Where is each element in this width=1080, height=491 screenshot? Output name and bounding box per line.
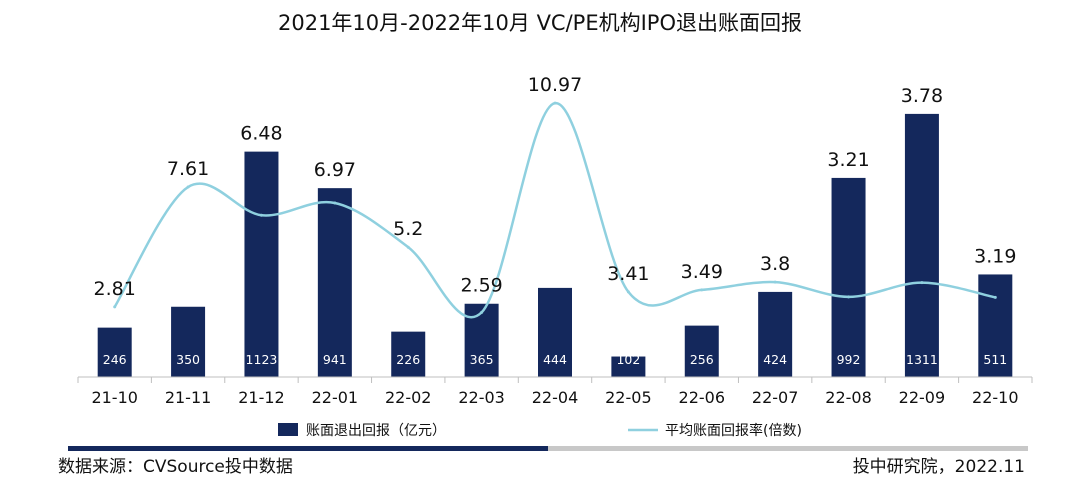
- footer-rule-light: [548, 446, 1028, 451]
- legend-bar-swatch: [278, 423, 298, 436]
- x-tick-22-04: 22-04: [532, 388, 579, 407]
- ratio-point-22-02: [406, 245, 410, 249]
- bar-value-22-05: 102: [616, 352, 640, 367]
- bar-21-11: [171, 306, 206, 377]
- bar-value-22-10: 511: [983, 352, 1007, 367]
- bar-value-22-02: 226: [396, 352, 420, 367]
- ratio-label-21-12: 6.48: [240, 123, 282, 145]
- bar-22-09: [904, 113, 939, 377]
- bar-21-12: [244, 151, 279, 377]
- x-tick-22-08: 22-08: [825, 388, 872, 407]
- ratio-point-22-03: [480, 310, 484, 314]
- x-axis-ticks: 21-10 21-11 21-12 22-01 22-02 22-03 22-04 22-05…: [77, 377, 1033, 407]
- bar-value-21-10: 246: [103, 352, 127, 367]
- x-tick-22-02: 22-02: [385, 388, 432, 407]
- ratio-point-21-12: [259, 213, 263, 217]
- x-tick-21-11: 21-11: [165, 388, 212, 407]
- ratio-label-22-04: 10.97: [528, 74, 582, 96]
- ratio-label-22-06: 3.49: [681, 261, 723, 283]
- bar-22-06: [684, 325, 719, 377]
- ratio-point-22-10: [993, 295, 997, 299]
- ratio-label-22-01: 6.97: [314, 159, 356, 181]
- bar-value-labels: 246 350 1123 941 226 365 444 102 256 424 992 1311 51…: [103, 352, 1007, 367]
- bar-22-04: [538, 287, 572, 377]
- ratio-label-22-07: 3.8: [760, 253, 790, 275]
- bar-series: [97, 113, 1013, 377]
- ratio-label-22-08: 3.21: [827, 149, 869, 171]
- bar-value-22-04: 444: [543, 352, 567, 367]
- x-tick-22-09: 22-09: [899, 388, 946, 407]
- x-tick-21-10: 21-10: [91, 388, 138, 407]
- legend-line-label: 平均账面回报率(倍数): [665, 422, 802, 439]
- ratio-point-21-11: [186, 185, 190, 189]
- bar-value-22-07: 424: [763, 352, 787, 367]
- x-tick-22-05: 22-05: [605, 388, 652, 407]
- bar-22-10: [978, 274, 1013, 377]
- x-tick-22-06: 22-06: [679, 388, 726, 407]
- x-tick-22-10: 22-10: [972, 388, 1019, 407]
- chart-title: 2021年10月-2022年10月 VC/PE机构IPO退出账面回报: [278, 11, 802, 35]
- ratio-label-21-10: 2.81: [94, 278, 136, 300]
- ratio-label-22-02: 5.2: [393, 218, 423, 240]
- ratio-point-22-07: [773, 280, 777, 284]
- ratio-point-22-01: [333, 201, 337, 205]
- footer-org: 投中研究院，2022.11: [852, 457, 1025, 477]
- bar-value-22-01: 941: [323, 352, 347, 367]
- ratio-label-22-09: 3.78: [901, 85, 943, 107]
- bar-22-01: [317, 188, 352, 377]
- bar-22-05: [611, 356, 646, 377]
- bar-value-22-08: 992: [837, 352, 861, 367]
- ratio-point-22-09: [920, 281, 924, 285]
- footer-rule-dark: [68, 446, 548, 451]
- ratio-point-22-04: [553, 101, 557, 105]
- bar-21-10: [97, 327, 132, 377]
- legend-bar-label: 账面退出回报（亿元）: [306, 423, 446, 439]
- x-tick-22-07: 22-07: [752, 388, 799, 407]
- line-series: [113, 101, 997, 319]
- x-tick-22-03: 22-03: [458, 388, 505, 407]
- bar-22-08: [831, 177, 866, 377]
- bar-22-07: [758, 291, 793, 377]
- ratio-point-22-08: [847, 295, 851, 299]
- ratio-line: [113, 101, 996, 319]
- x-tick-21-12: 21-12: [238, 388, 285, 407]
- footer-source: 数据来源：CVSource投中数据: [58, 457, 293, 477]
- bar-value-21-12: 1123: [246, 352, 278, 367]
- bar-value-22-06: 256: [690, 352, 714, 367]
- bar-22-02: [391, 331, 426, 377]
- ratio-label-22-03: 2.59: [460, 275, 502, 297]
- ratio-point-22-05: [626, 290, 630, 294]
- ratio-label-21-11: 7.61: [167, 158, 209, 180]
- ratio-point-22-06: [700, 288, 704, 292]
- x-tick-22-01: 22-01: [312, 388, 359, 407]
- bar-value-21-11: 350: [176, 352, 200, 367]
- ratio-value-labels: 2.81 7.61 6.48 6.97 5.2 2.59 10.97 3.41 3.49 3.8 3…: [94, 74, 1017, 300]
- ratio-point-21-10: [113, 305, 117, 309]
- bar-value-22-03: 365: [470, 352, 494, 367]
- ratio-label-22-05: 3.41: [607, 263, 649, 285]
- bar-value-22-09: 1311: [906, 352, 938, 367]
- ratio-label-22-10: 3.19: [974, 245, 1016, 267]
